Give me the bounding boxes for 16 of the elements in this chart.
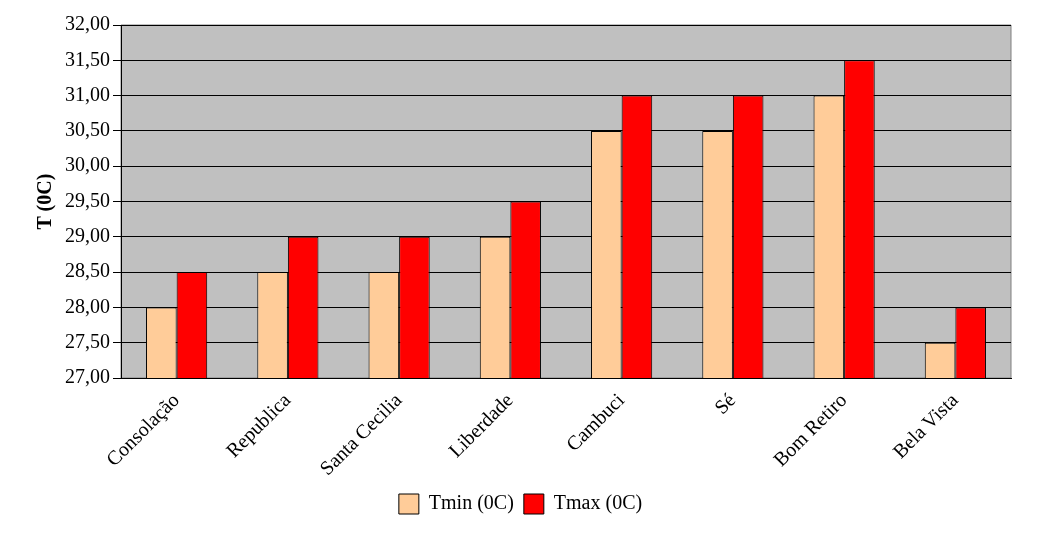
- y-tick-label: 28,50: [65, 259, 110, 282]
- x-tick-label: Bela Vista: [888, 388, 962, 463]
- y-axis-title: T (0C): [33, 173, 57, 230]
- legend-label: Tmin (0C): [428, 491, 514, 515]
- legend-label: Tmax (0C): [553, 491, 643, 515]
- y-tick-label: 27,00: [65, 365, 110, 388]
- y-tick-label: 29,00: [65, 224, 110, 247]
- x-tick-label: Sé: [709, 388, 740, 419]
- y-tick-label: 28,00: [65, 294, 110, 317]
- y-tick-label: 31,50: [65, 47, 110, 70]
- y-tick-label: 27,50: [65, 329, 110, 352]
- y-tick-label: 30,50: [65, 118, 110, 141]
- y-tick-label: 29,50: [65, 188, 110, 211]
- y-tick-label: 31,00: [65, 82, 110, 105]
- y-tick-label: 30,00: [65, 153, 110, 176]
- y-tick-label: 32,00: [65, 12, 110, 35]
